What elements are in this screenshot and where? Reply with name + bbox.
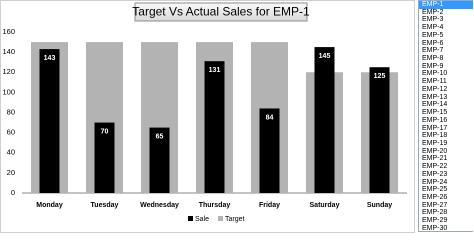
list-item[interactable]: EMP-29 xyxy=(422,217,448,225)
value-label: 65 xyxy=(156,133,164,140)
list-item[interactable]: EMP-28 xyxy=(422,209,448,217)
list-item[interactable]: EMP-16 xyxy=(422,116,448,124)
value-label: 143 xyxy=(44,55,56,62)
bar xyxy=(94,122,115,193)
list-item[interactable]: EMP-6 xyxy=(422,39,444,47)
legend-swatch xyxy=(188,216,193,221)
y-tick-label: 80 xyxy=(7,107,15,116)
list-item[interactable]: EMP-2 xyxy=(422,8,444,16)
x-tick-label: Saturday xyxy=(310,202,340,209)
list-item[interactable]: EMP-27 xyxy=(422,201,448,209)
x-tick-label: Friday xyxy=(259,202,280,209)
legend-label: Sale xyxy=(195,216,209,223)
value-label: 84 xyxy=(266,114,274,121)
y-tick-label: 120 xyxy=(2,67,15,76)
list-item[interactable]: EMP-23 xyxy=(422,170,448,178)
list-item[interactable]: EMP-13 xyxy=(422,93,448,101)
list-item[interactable]: EMP-19 xyxy=(422,139,448,147)
value-label: 70 xyxy=(101,128,109,135)
y-tick-label: 140 xyxy=(2,47,15,56)
list-item[interactable]: EMP-17 xyxy=(422,124,448,132)
bar xyxy=(314,47,335,193)
bar xyxy=(259,108,280,193)
legend-label: Target xyxy=(225,216,245,223)
list-item[interactable]: EMP-7 xyxy=(422,47,444,55)
list-item[interactable]: EMP-14 xyxy=(422,101,448,109)
list-item[interactable]: EMP-11 xyxy=(422,78,447,86)
x-tick-label: Wednesday xyxy=(140,202,179,209)
listbox[interactable]: EMP-1 EMP-2 EMP-3 EMP-4 EMP-5 EMP-6 EMP-7 EMP-8… xyxy=(418,0,473,232)
list-item[interactable]: EMP-25 xyxy=(422,186,448,194)
y-tick-label: 160 xyxy=(2,27,15,36)
legend-swatch xyxy=(218,216,224,221)
value-label: 125 xyxy=(374,73,386,80)
list-item[interactable]: EMP-8 xyxy=(422,55,444,63)
list-item[interactable]: EMP-1 xyxy=(419,1,473,9)
list-item[interactable]: EMP-10 xyxy=(422,70,448,78)
list-item[interactable]: EMP-20 xyxy=(422,147,448,155)
list-item[interactable]: EMP-21 xyxy=(422,155,448,163)
list-item[interactable]: EMP-4 xyxy=(422,24,444,32)
list-item[interactable]: EMP-3 xyxy=(422,16,444,24)
x-tick-label: Tuesday xyxy=(91,202,119,209)
value-label: 131 xyxy=(209,67,221,74)
page: Target Vs Actual Sales for EMP-1 0 20 40 60… xyxy=(0,0,474,233)
title-box xyxy=(134,2,308,22)
list-item[interactable]: EMP-26 xyxy=(422,193,448,201)
list-item[interactable]: EMP-5 xyxy=(422,31,444,39)
x-tick-label: Thursday xyxy=(199,202,231,209)
chart: Target Vs Actual Sales for EMP-1 0 20 40 60… xyxy=(0,0,415,233)
list-item[interactable]: EMP-22 xyxy=(422,163,448,171)
list-item[interactable]: EMP-12 xyxy=(422,85,448,93)
list-item[interactable]: EMP-15 xyxy=(422,109,448,117)
y-tick-label: 20 xyxy=(7,168,15,177)
y-tick-label: 0 xyxy=(11,188,15,197)
x-tick-label: Monday xyxy=(36,202,63,209)
y-tick-label: 100 xyxy=(2,87,15,96)
list-item[interactable]: EMP-9 xyxy=(422,62,444,70)
bar xyxy=(39,49,60,194)
x-tick-label: Sunday xyxy=(367,202,392,209)
list-item[interactable]: EMP-18 xyxy=(422,132,448,140)
bar xyxy=(204,61,225,194)
chart-title: Target Vs Actual Sales for EMP-1 xyxy=(132,5,310,19)
y-tick-label: 60 xyxy=(7,128,15,137)
list-item[interactable]: EMP-24 xyxy=(422,178,448,186)
bar xyxy=(369,67,390,193)
value-label: 145 xyxy=(319,53,331,60)
bar xyxy=(149,127,170,193)
y-tick-label: 40 xyxy=(7,148,15,157)
list-item[interactable]: EMP-30 xyxy=(422,224,448,232)
